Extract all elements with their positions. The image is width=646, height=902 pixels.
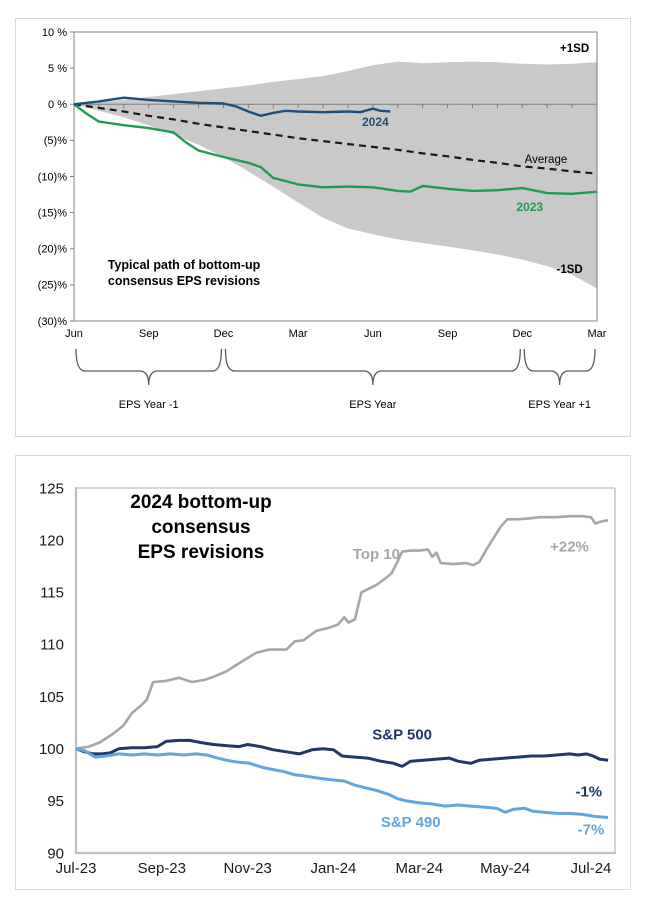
y-tick-label: (20)%	[38, 244, 68, 256]
chart1-annotation: Typical path of bottom-up consensus EPS …	[68, 257, 300, 289]
y-tick-label: 125	[39, 480, 64, 497]
y-tick-label: 110	[40, 637, 64, 654]
series-line-2023	[73, 103, 598, 196]
x-tick-label: Jan-24	[311, 860, 357, 877]
x-tick-label: Nov-23	[223, 860, 271, 877]
x-tick-label: Jul-23	[56, 860, 97, 877]
typical-path-eps-revisions-chart: Typical path of bottom-up consensus EPS …	[15, 18, 631, 437]
sp500-change-label: -1%	[575, 784, 602, 801]
y-tick-label: 90	[47, 845, 64, 862]
chart2-title-line3: EPS revisions	[137, 542, 265, 563]
x-tick-label: Mar-24	[396, 860, 444, 877]
series-2023-label: 2023	[516, 200, 543, 214]
2024-eps-revisions-chart: 2024 bottom-up consensus EPS revisions 9…	[15, 455, 631, 890]
average-label: Average	[525, 154, 568, 166]
y-tick-label: (25)%	[38, 280, 68, 292]
x-tick-label: Dec	[513, 328, 533, 340]
chart1-canvas: 10 %5 %0 %(5)%(10)%(15)%(20)%(25)%(30)%J…	[38, 27, 607, 411]
series-line-2024	[73, 96, 391, 118]
x-tick-label: Sep	[438, 328, 458, 340]
y-tick-label: 100	[39, 741, 64, 758]
chart2-canvas: 90 95 100 105 110 115 120 125 Jul-23 Sep-23 Nov-23…	[39, 480, 616, 877]
y-tick-label: 105	[39, 689, 64, 706]
minus-1sd-label: -1SD	[557, 264, 583, 276]
eps-year-brace	[75, 348, 223, 386]
sp490-change-label: -7%	[578, 821, 605, 838]
brace-label: EPS Year	[349, 399, 396, 411]
chart2-title-line1: 2024 bottom-up	[130, 492, 272, 513]
brace-label: EPS Year -1	[119, 399, 179, 411]
x-tick-label: Jun	[65, 328, 83, 340]
x-tick-label: May-24	[480, 860, 530, 877]
y-tick-label: (10)%	[38, 171, 68, 183]
chart1-annotation-line2: consensus EPS revisions	[107, 274, 261, 288]
y-tick-label: 5 %	[48, 63, 67, 75]
series-line-s-p-500	[75, 738, 609, 768]
series-line-s-p-490	[75, 747, 609, 819]
top10-change-label: +22%	[550, 539, 589, 556]
chart2-title: 2024 bottom-up consensus EPS revisions	[66, 490, 336, 565]
x-tick-label: Mar	[289, 328, 308, 340]
y-tick-label: 115	[40, 585, 64, 602]
chart2-title-line2: consensus	[151, 517, 251, 538]
chart1-annotation-line1: Typical path of bottom-up	[107, 258, 261, 272]
series-top10-label: Top 10	[353, 546, 400, 563]
x-tick-label: Jun	[364, 328, 382, 340]
series-sp490-label: S&P 490	[381, 814, 441, 831]
eps-year-brace	[224, 348, 521, 386]
y-tick-label: 120	[39, 532, 64, 549]
series-line-top-10	[75, 514, 609, 750]
y-tick-label: 10 %	[42, 27, 67, 39]
x-tick-label: Sep-23	[138, 860, 186, 877]
y-tick-label: (15)%	[38, 207, 68, 219]
brace-label: EPS Year +1	[528, 399, 591, 411]
x-tick-label: Sep	[139, 328, 159, 340]
series-2024-label: 2024	[362, 115, 389, 129]
y-tick-label: 95	[47, 793, 64, 810]
y-tick-label: (30)%	[38, 316, 68, 328]
x-tick-label: Jul-24	[571, 860, 612, 877]
y-tick-label: (5)%	[44, 135, 67, 147]
x-tick-label: Dec	[214, 328, 234, 340]
plus-1sd-label: +1SD	[560, 43, 589, 55]
x-tick-label: Mar	[588, 328, 607, 340]
series-sp500-label: S&P 500	[372, 726, 432, 743]
plus-minus-1sd-band	[74, 61, 597, 289]
eps-year-brace	[523, 348, 596, 386]
y-tick-label: 0 %	[48, 99, 67, 111]
series-line-average	[73, 103, 598, 175]
